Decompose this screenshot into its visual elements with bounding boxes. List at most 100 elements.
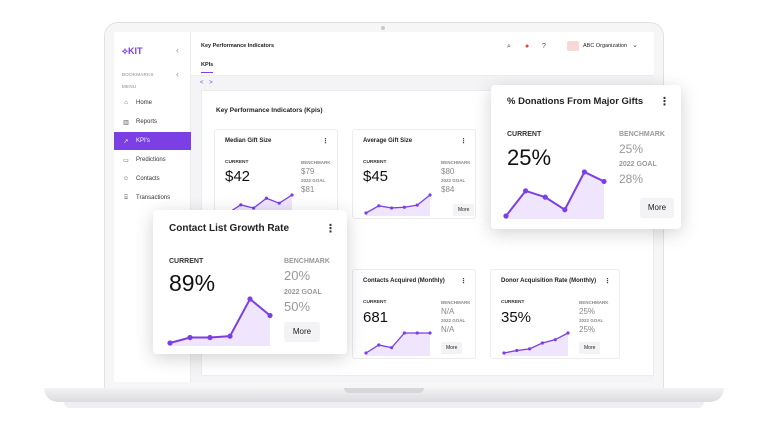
benchmark-label: BENCHMARK	[441, 160, 471, 165]
bank-icon: ⌸	[122, 195, 130, 202]
sparkline-point	[428, 193, 431, 196]
goal-value: $84	[441, 185, 454, 194]
logo-text: KIT	[128, 46, 143, 56]
nav-arrows-icon[interactable]: < >	[200, 80, 215, 86]
sparkline-point	[207, 335, 212, 340]
goal-label: 2022 GOAL	[441, 178, 465, 183]
kebab-menu-icon[interactable]: ⋮	[460, 137, 467, 145]
trend-icon: ↗	[122, 138, 130, 145]
sparkline-donations	[503, 169, 607, 219]
chevron-down-icon[interactable]: ⌄	[632, 41, 638, 49]
sparkline-point	[364, 211, 367, 214]
sparkline-area	[506, 172, 604, 219]
sparkline-point	[247, 296, 252, 301]
sparkline-point	[377, 343, 380, 346]
card-title: Contact List Growth Rate	[169, 223, 289, 234]
goal-label: 2022 GOAL	[441, 318, 465, 323]
app-logo[interactable]: ⟡KIT	[122, 46, 142, 57]
card-title: Median Gift Size	[225, 138, 271, 144]
benchmark-value: $80	[441, 167, 454, 176]
bar-chart-icon: ▥	[122, 119, 130, 126]
sparkline-point	[582, 169, 587, 174]
sparkline-point	[390, 206, 393, 209]
page-title: Key Performance Indicators	[201, 43, 274, 49]
sparkline-point	[265, 197, 268, 200]
sparkline-point	[416, 203, 419, 206]
sparkline-point	[227, 334, 232, 339]
sidebar-item-label: Predictions	[136, 157, 166, 163]
org-avatar[interactable]	[567, 41, 579, 51]
kpi-card-median-gift: Median Gift Size ⋮ CURRENT $42 BENCHMARK…	[214, 129, 338, 219]
benchmark-label: BENCHMARK	[619, 131, 665, 138]
sparkline-point	[523, 188, 528, 193]
goal-value: 28%	[619, 172, 643, 186]
benchmark-label: BENCHMARK	[579, 300, 609, 305]
goal-value: N/A	[441, 325, 454, 334]
collapse-sidebar-icon[interactable]: ‹	[176, 45, 179, 55]
benchmark-label: BENCHMARK	[301, 160, 331, 165]
predictions-icon: ▭	[122, 157, 130, 164]
card-title: Donor Acquisition Rate (Monthly)	[501, 278, 596, 284]
kpi-card-contacts-acquired: Contacts Acquired (Monthly) ⋮ CURRENT 68…	[352, 269, 476, 359]
top-bar: Key Performance Indicators ⌕ ● ? ABC Org…	[191, 32, 654, 56]
sparkline-point	[403, 331, 406, 334]
benchmark-label: BENCHMARK	[284, 258, 330, 265]
current-value: $45	[363, 168, 388, 185]
help-icon[interactable]: ?	[542, 43, 546, 50]
more-button[interactable]: More	[579, 342, 600, 354]
current-label: CURRENT	[225, 160, 248, 165]
sparkline-area	[504, 333, 568, 356]
more-button[interactable]: More	[284, 322, 320, 342]
sparkline-point	[377, 204, 380, 207]
sparkline-point	[503, 213, 508, 218]
sparkline-average	[363, 192, 433, 216]
kpi-card-average-gift: Average Gift Size ⋮ CURRENT $45 BENCHMAR…	[352, 129, 476, 219]
kebab-menu-icon[interactable]: ⋮	[604, 277, 611, 285]
sparkline-point	[428, 331, 431, 334]
sidebar-item-contacts[interactable]: ☺ Contacts	[114, 170, 191, 188]
sidebar-item-predictions[interactable]: ▭ Predictions	[114, 151, 191, 169]
kebab-menu-icon[interactable]: ⋮	[325, 222, 336, 235]
kebab-menu-icon[interactable]: ⋮	[659, 95, 670, 108]
goal-value: $81	[301, 185, 314, 194]
sparkline-point	[554, 338, 557, 341]
goal-label: 2022 GOAL	[579, 318, 603, 323]
sparkline-point	[239, 203, 242, 206]
sidebar-item-transactions[interactable]: ⌸ Transactions	[114, 189, 191, 207]
notification-icon[interactable]: ●	[525, 43, 529, 50]
sparkline-point	[566, 331, 569, 334]
sidebar-item-label: Home	[136, 100, 152, 106]
sidebar-item-home[interactable]: ⌂ Home	[114, 94, 191, 112]
laptop-notch	[344, 388, 424, 393]
more-button[interactable]: More	[453, 204, 474, 216]
sparkline-point	[364, 351, 367, 354]
sparkline-point	[543, 195, 548, 200]
sparkline-donor	[501, 330, 571, 356]
bookmarks-chevron-icon[interactable]: ‹	[176, 69, 179, 79]
search-icon[interactable]: ⌕	[507, 43, 511, 51]
kpi-card-contact-growth: Contact List Growth Rate ⋮ CURRENT 89% B…	[153, 210, 347, 354]
sparkline-area	[366, 195, 430, 216]
sparkline-point	[502, 351, 505, 354]
sparkline-growth	[167, 296, 273, 346]
benchmark-value: 25%	[579, 307, 595, 316]
more-button[interactable]: More	[441, 342, 462, 354]
goal-label: 2022 GOAL	[301, 178, 325, 183]
current-label: CURRENT	[363, 300, 386, 305]
sparkline-point	[390, 346, 393, 349]
laptop-shadow	[64, 402, 704, 408]
tab-kpis[interactable]: KPIs	[201, 62, 213, 73]
sparkline-point	[416, 331, 419, 334]
org-name[interactable]: ABC Organization	[583, 43, 627, 49]
person-icon: ☺	[122, 176, 130, 182]
more-button[interactable]: More	[640, 198, 674, 218]
sidebar-item-kpis[interactable]: ↗ KPI's	[114, 132, 191, 150]
goal-label: 2022 GOAL	[284, 289, 322, 296]
tab-bar: KPIs	[191, 56, 654, 76]
kebab-menu-icon[interactable]: ⋮	[460, 277, 467, 285]
home-icon: ⌂	[122, 100, 130, 106]
goal-value: 50%	[284, 299, 310, 314]
sidebar-item-reports[interactable]: ▥ Reports	[114, 113, 191, 131]
kebab-menu-icon[interactable]: ⋮	[322, 137, 329, 145]
sparkline-point	[541, 341, 544, 344]
